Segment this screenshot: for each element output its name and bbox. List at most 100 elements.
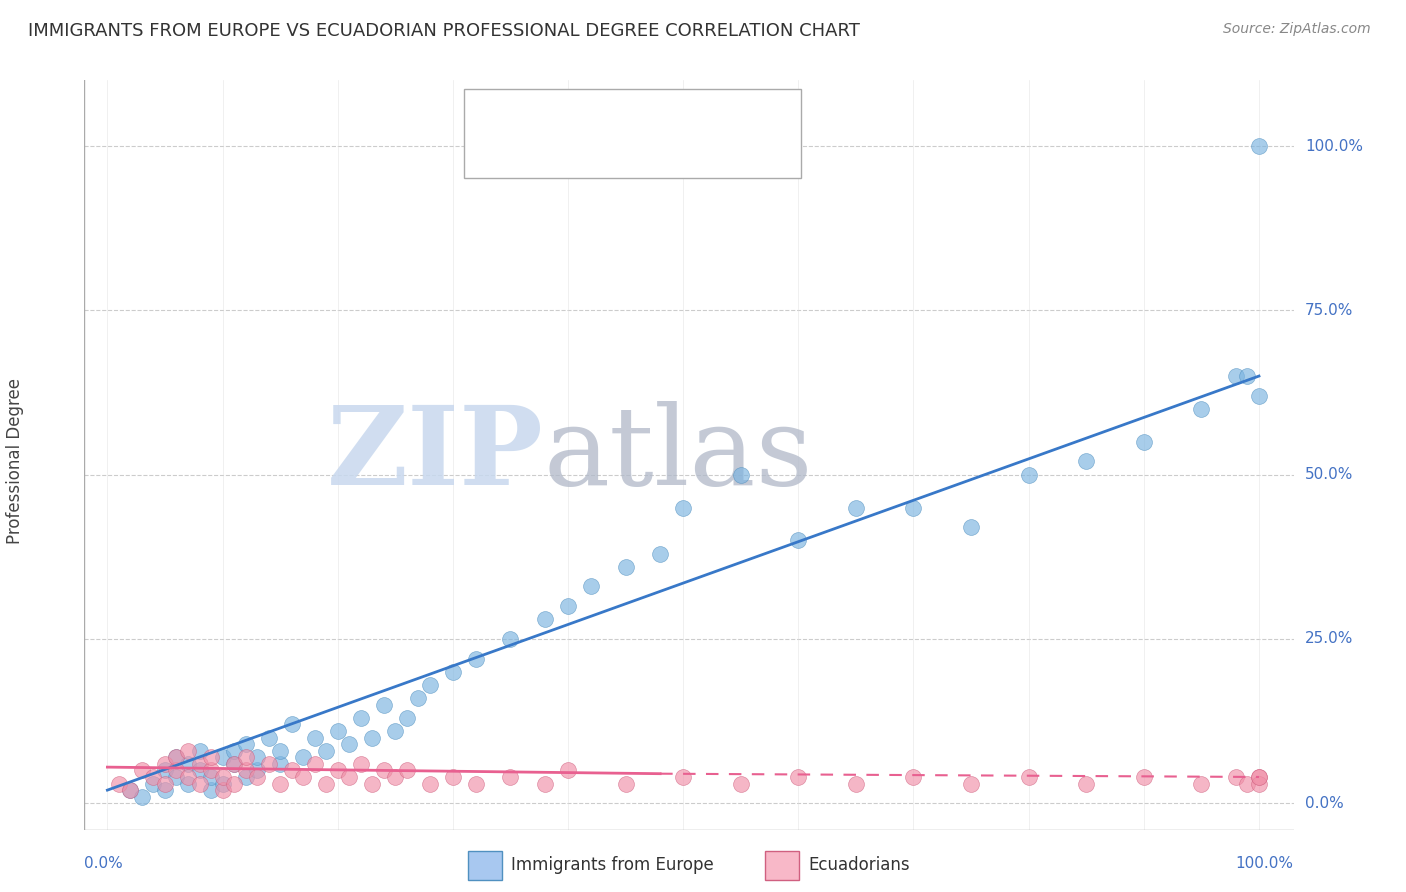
Point (222, 776, 245, 790)
Point (222, 744, 245, 758)
Point (222, 756, 245, 771)
Point (177, 776, 200, 790)
Point (153, 756, 176, 771)
Point (304, 756, 326, 771)
Point (200, 764, 222, 778)
Point (730, 467, 752, 482)
Point (1247, 770, 1270, 784)
Point (188, 776, 211, 790)
Point (1076, 454, 1098, 468)
Point (464, 651, 486, 665)
Point (787, 770, 810, 784)
Point (177, 756, 200, 771)
Point (166, 750, 188, 764)
Point (222, 756, 245, 771)
Point (177, 744, 200, 758)
Point (960, 776, 983, 790)
Point (142, 770, 165, 784)
Point (326, 764, 349, 778)
Point (108, 776, 131, 790)
Point (292, 750, 315, 764)
Point (845, 500, 868, 515)
FancyBboxPatch shape (765, 851, 799, 880)
Point (361, 731, 384, 745)
Text: 25.0%: 25.0% (1305, 632, 1354, 647)
Point (188, 764, 211, 778)
Point (326, 723, 349, 738)
Text: ZIP: ZIP (328, 401, 544, 508)
Point (384, 723, 406, 738)
Point (373, 764, 395, 778)
Point (246, 750, 269, 764)
Text: atlas: atlas (544, 401, 814, 508)
Point (257, 756, 280, 771)
Point (211, 783, 233, 797)
Point (131, 764, 153, 778)
Point (235, 770, 257, 784)
Point (1247, 770, 1270, 784)
Point (464, 776, 486, 790)
Point (304, 731, 326, 745)
Point (373, 698, 395, 712)
Point (1247, 776, 1270, 790)
Point (246, 770, 269, 784)
FancyBboxPatch shape (474, 98, 512, 128)
Point (960, 520, 983, 534)
Point (350, 756, 373, 771)
Point (350, 711, 373, 725)
Point (672, 500, 695, 515)
Point (153, 764, 176, 778)
Text: IMMIGRANTS FROM EUROPE VS ECUADORIAN PROFESSIONAL DEGREE CORRELATION CHART: IMMIGRANTS FROM EUROPE VS ECUADORIAN PRO… (28, 22, 860, 40)
Point (1133, 434, 1156, 449)
Point (120, 783, 142, 797)
Point (166, 770, 188, 784)
Point (395, 711, 418, 725)
Point (166, 750, 188, 764)
Point (499, 770, 522, 784)
Point (246, 764, 269, 778)
Point (188, 756, 211, 771)
Text: Ecuadorians: Ecuadorians (808, 856, 910, 874)
Point (408, 691, 430, 706)
Text: 100.0%: 100.0% (1305, 138, 1362, 153)
Point (614, 559, 637, 574)
Point (200, 750, 222, 764)
Point (1236, 369, 1258, 384)
Point (153, 776, 176, 790)
Point (315, 776, 337, 790)
Text: 0.0%: 0.0% (84, 855, 124, 871)
Point (337, 770, 360, 784)
Point (280, 717, 302, 731)
Point (235, 750, 257, 764)
Point (142, 776, 165, 790)
Text: R =  0.783   N = 59: R = 0.783 N = 59 (522, 104, 697, 122)
Point (292, 770, 315, 784)
Point (120, 783, 142, 797)
Point (557, 599, 579, 613)
Point (903, 770, 925, 784)
Point (1247, 139, 1270, 153)
Point (257, 731, 280, 745)
Point (153, 783, 176, 797)
Point (280, 764, 302, 778)
Point (269, 744, 291, 758)
Point (384, 770, 406, 784)
Point (650, 547, 672, 561)
Text: 50.0%: 50.0% (1305, 467, 1354, 483)
Point (1225, 369, 1247, 384)
Point (419, 776, 441, 790)
Text: 100.0%: 100.0% (1236, 855, 1294, 871)
Point (131, 789, 153, 804)
Point (235, 737, 257, 751)
Point (211, 750, 233, 764)
Point (1076, 776, 1098, 790)
Point (1225, 770, 1247, 784)
Point (672, 770, 695, 784)
Point (269, 776, 291, 790)
Text: Professional Degree: Professional Degree (6, 378, 24, 544)
Point (1236, 776, 1258, 790)
Text: 75.0%: 75.0% (1305, 302, 1354, 318)
Point (188, 744, 211, 758)
Point (441, 770, 464, 784)
FancyBboxPatch shape (468, 851, 502, 880)
